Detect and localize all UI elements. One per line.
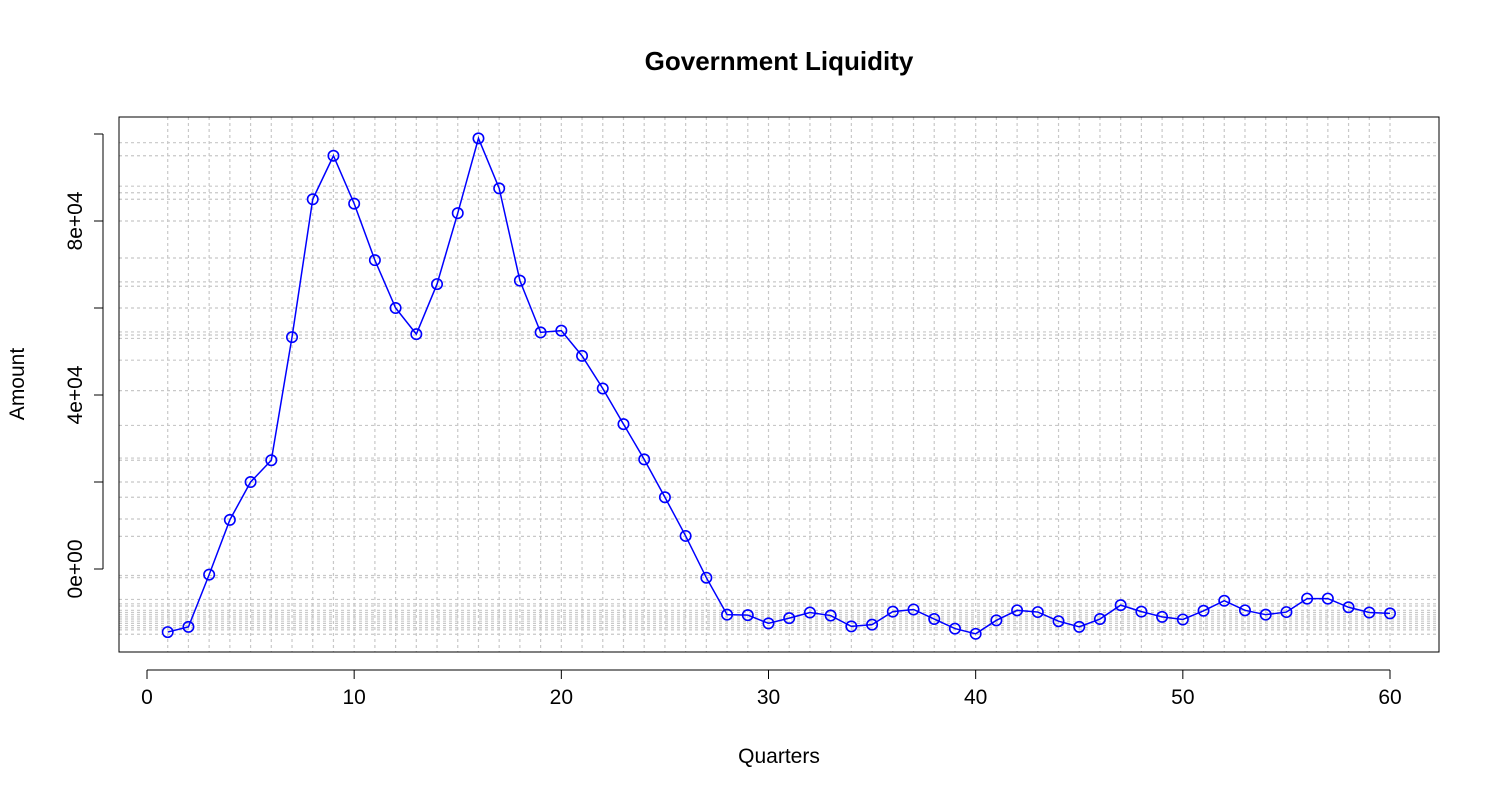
data-point [907, 603, 920, 616]
data-point [306, 193, 319, 206]
data-point [576, 349, 589, 362]
data-point [493, 182, 506, 195]
data-point [803, 606, 816, 619]
data-point [1218, 594, 1231, 607]
chart-title: Government Liquidity [645, 46, 914, 76]
data-point [1073, 620, 1086, 633]
data-point [161, 626, 174, 639]
data-point [286, 331, 299, 344]
series-layer [161, 132, 1397, 640]
grid-layer [119, 117, 1439, 652]
data-point [327, 149, 340, 162]
data-point [1384, 607, 1397, 620]
x-tick-label: 50 [1171, 686, 1194, 709]
data-point [265, 454, 278, 467]
data-point [203, 568, 216, 581]
data-point [1135, 605, 1148, 618]
data-point [1093, 613, 1106, 626]
axes: 0 10 20 30 40 50 60 0e+00 4e+04 8e+04 [64, 133, 1402, 709]
data-point [1197, 604, 1210, 617]
data-point [596, 382, 609, 395]
data-point [990, 614, 1003, 627]
data-point [513, 274, 526, 287]
data-point [679, 529, 692, 542]
x-tick-label: 30 [757, 686, 780, 709]
data-point [348, 197, 361, 210]
y-axis-label: Amount [6, 348, 29, 421]
x-axis-label: Quarters [738, 745, 820, 768]
data-point [845, 620, 858, 633]
data-point [783, 612, 796, 625]
data-point [658, 491, 671, 504]
data-point [555, 324, 568, 337]
plot-area-border [118, 116, 1440, 653]
data-point [1156, 610, 1169, 623]
x-tick-label: 0 [141, 686, 153, 709]
x-tick-label: 40 [964, 686, 987, 709]
data-point [1114, 599, 1127, 612]
data-point [617, 418, 630, 431]
data-point [1321, 592, 1334, 605]
data-point [1363, 606, 1376, 619]
data-point [1052, 615, 1065, 628]
data-point [368, 254, 381, 267]
x-tick-label: 60 [1378, 686, 1401, 709]
x-tick-label: 10 [342, 686, 365, 709]
data-point [451, 207, 464, 220]
y-tick-label: 8e+04 [64, 191, 87, 250]
data-point [472, 132, 485, 145]
data-point [721, 608, 734, 621]
data-point [928, 613, 941, 626]
data-point [182, 620, 195, 633]
data-point [223, 513, 236, 526]
data-point [762, 617, 775, 630]
data-point [1238, 604, 1251, 617]
data-point [638, 453, 651, 466]
data-point [1280, 606, 1293, 619]
x-tick-label: 20 [550, 686, 573, 709]
data-point [948, 622, 961, 635]
y-tick-label: 0e+00 [64, 540, 87, 599]
data-point [1259, 608, 1272, 621]
data-point [886, 605, 899, 618]
data-point [824, 609, 837, 622]
series-line [167, 136, 1391, 635]
data-point [244, 475, 257, 488]
data-point [969, 627, 982, 640]
y-tick-label: 4e+04 [64, 365, 87, 424]
data-point [1176, 613, 1189, 626]
data-point [1031, 606, 1044, 619]
data-point [741, 609, 754, 622]
data-point [866, 618, 879, 631]
data-point [534, 326, 547, 339]
data-point [700, 571, 713, 584]
data-point [389, 301, 402, 314]
data-point [1011, 604, 1024, 617]
data-point [1301, 592, 1314, 605]
data-point [431, 278, 444, 291]
data-point [410, 328, 423, 341]
data-point [1342, 601, 1355, 614]
